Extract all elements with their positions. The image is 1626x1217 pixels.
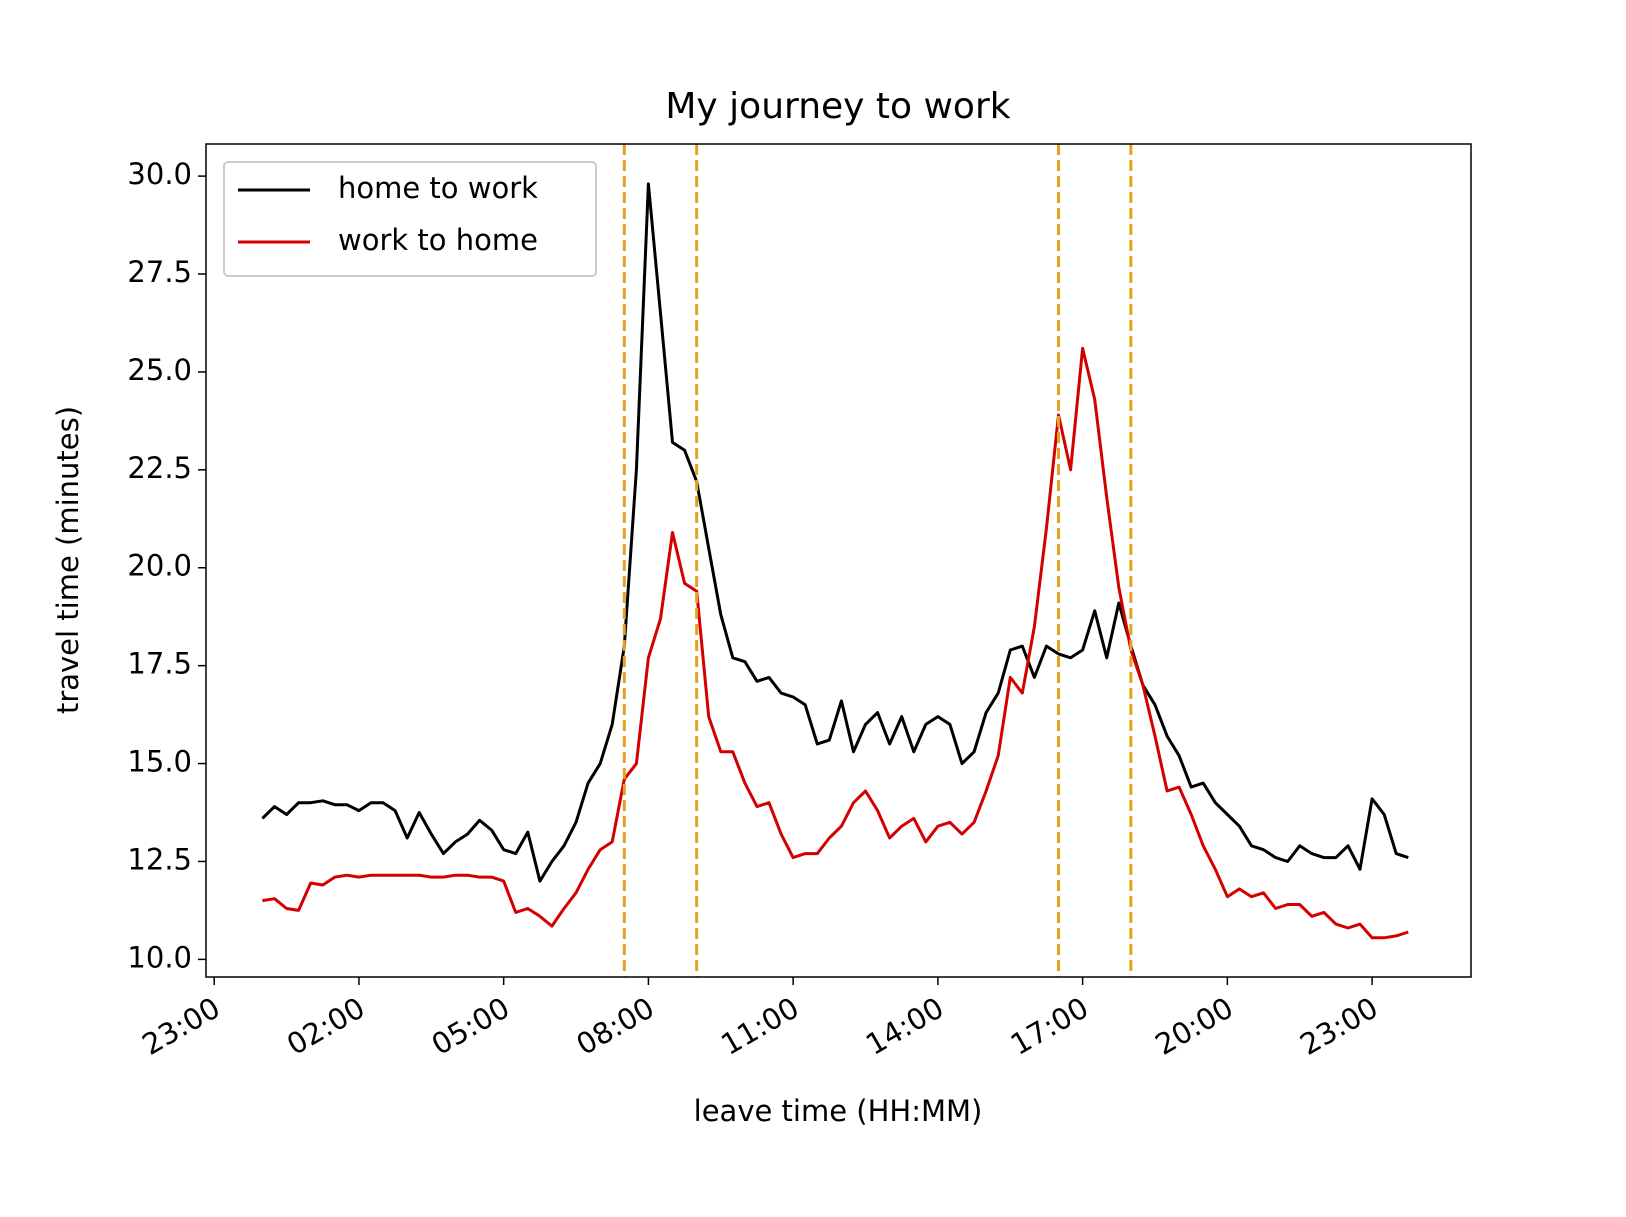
x-tick-label: 20:00 (1149, 991, 1238, 1062)
x-tick-label: 08:00 (571, 991, 660, 1062)
y-tick-label: 25.0 (127, 353, 192, 387)
legend-label: home to work (338, 171, 538, 205)
legend-box (223, 161, 597, 277)
x-tick-label: 14:00 (860, 991, 949, 1062)
x-tick-label: 05:00 (426, 991, 515, 1062)
y-tick-label: 22.5 (127, 451, 192, 485)
y-axis-label: travel time (minutes) (51, 406, 85, 714)
line-series (261, 182, 1409, 883)
y-tick-label: 10.0 (127, 940, 192, 974)
x-tick-label: 23:00 (1294, 991, 1383, 1062)
y-tick-label: 17.5 (127, 647, 192, 681)
y-tick-label: 15.0 (127, 745, 192, 779)
legend-label: work to home (338, 223, 538, 257)
y-tick-label: 12.5 (127, 842, 192, 876)
x-tick-label: 23:00 (136, 991, 225, 1062)
line-series (262, 346, 1409, 940)
y-tick-label: 20.0 (127, 549, 192, 583)
plot-frame (205, 143, 1472, 978)
x-axis-label: leave time (HH:MM) (694, 1094, 983, 1128)
x-tick-label: 11:00 (715, 991, 804, 1062)
y-tick-label: 27.5 (127, 255, 192, 289)
y-tick-label: 30.0 (127, 157, 192, 191)
x-tick-label: 02:00 (281, 991, 370, 1062)
x-tick-label: 17:00 (1005, 991, 1094, 1062)
chart-title: My journey to work (665, 86, 1010, 127)
